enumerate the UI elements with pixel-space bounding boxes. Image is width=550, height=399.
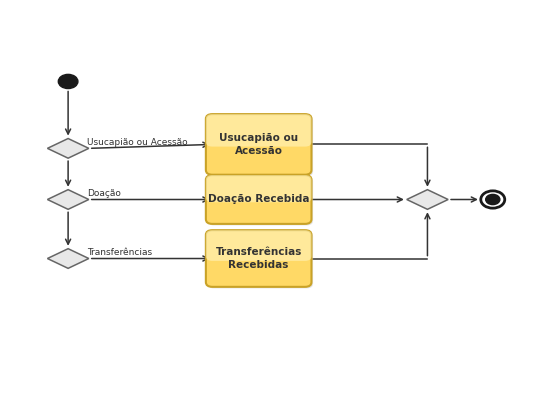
Text: Transferências
Recebidas: Transferências Recebidas (216, 247, 302, 270)
FancyBboxPatch shape (206, 114, 311, 175)
FancyBboxPatch shape (206, 175, 311, 224)
Circle shape (481, 191, 505, 208)
FancyBboxPatch shape (206, 230, 311, 261)
FancyBboxPatch shape (207, 116, 313, 176)
Text: Usucapião ou Acessão: Usucapião ou Acessão (87, 138, 188, 147)
Circle shape (486, 194, 500, 205)
FancyBboxPatch shape (207, 177, 313, 225)
Text: Doação: Doação (87, 189, 121, 198)
FancyBboxPatch shape (206, 114, 311, 146)
FancyBboxPatch shape (207, 232, 313, 288)
Polygon shape (47, 138, 89, 158)
FancyBboxPatch shape (206, 175, 311, 202)
Polygon shape (47, 249, 89, 269)
FancyBboxPatch shape (206, 230, 311, 287)
Text: Doação Recebida: Doação Recebida (208, 194, 310, 205)
Text: Usucapião ou
Acessão: Usucapião ou Acessão (219, 133, 298, 156)
Polygon shape (47, 190, 89, 209)
Circle shape (58, 74, 78, 89)
Polygon shape (407, 190, 448, 209)
Text: Transferências: Transferências (87, 248, 152, 257)
